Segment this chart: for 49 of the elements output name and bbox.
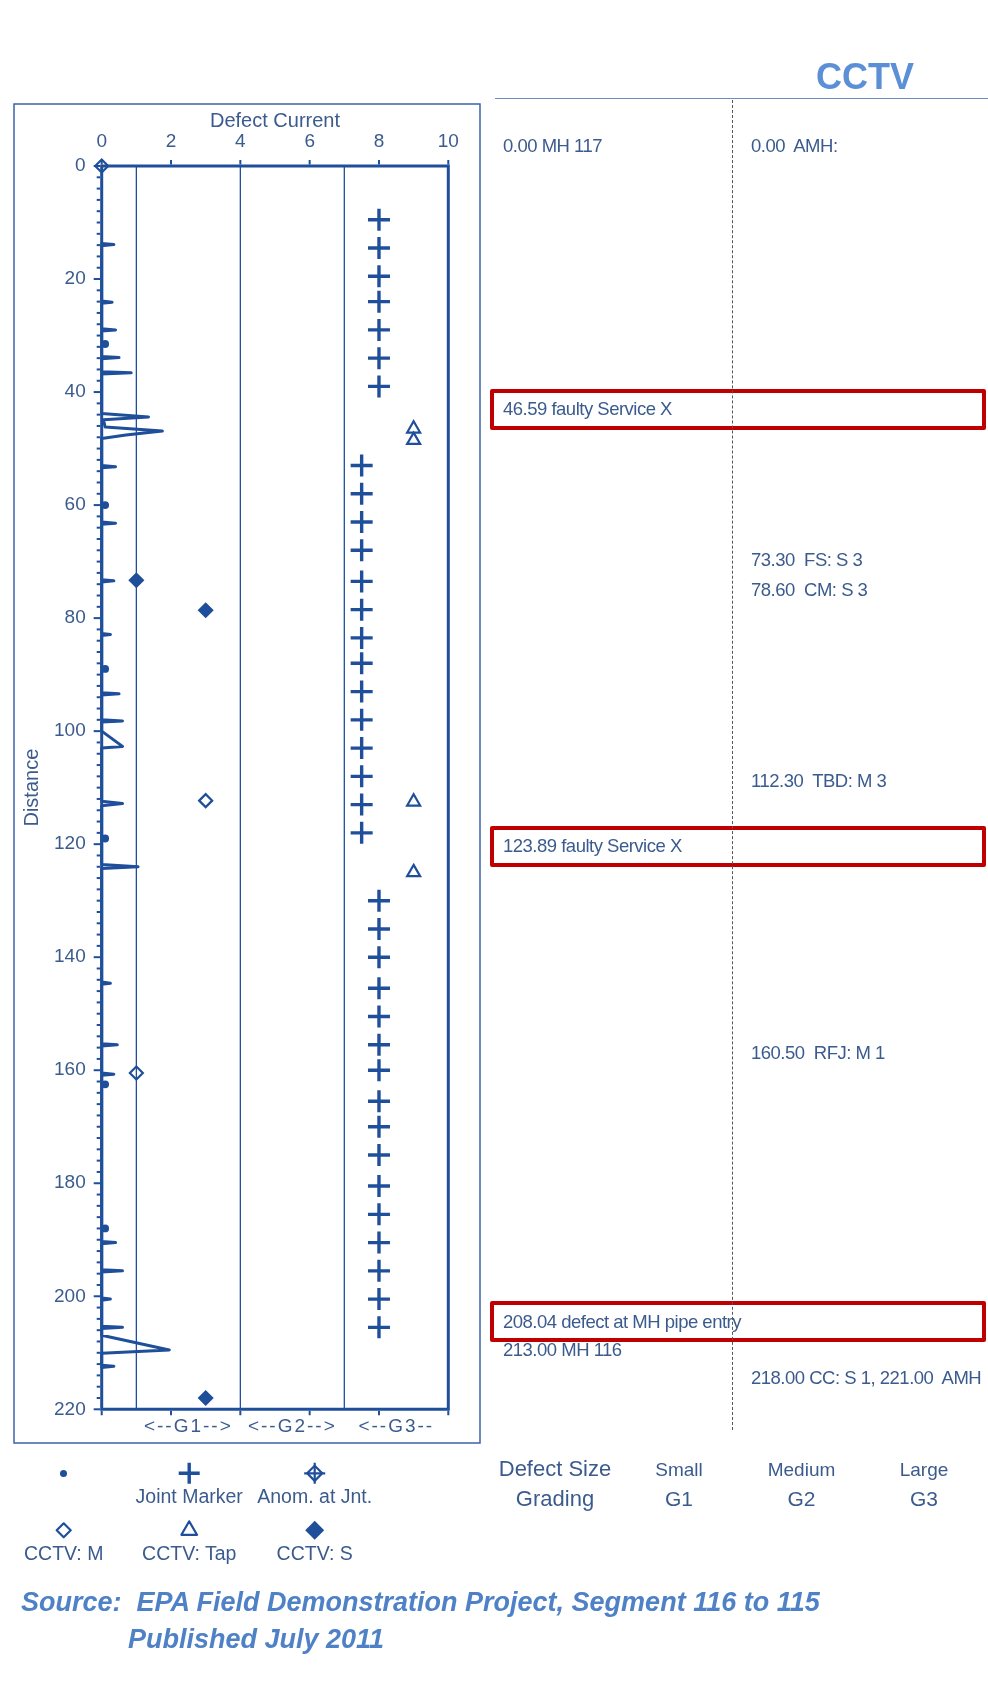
text: Medium [766,1459,837,1481]
text: <--G3-- [358,1414,435,1436]
text: 0.00 AMH: [751,135,838,157]
y-tick-label: 160 [54,1058,86,1080]
x-tick-label: 0 [96,129,107,151]
y-tick-label: 120 [54,832,86,854]
y-tick-label: 20 [64,267,86,289]
y-tick-label: 180 [54,1171,86,1193]
x-tick-label: 4 [235,129,247,151]
legend-label: CCTV: Tap [142,1541,237,1564]
y-tick-label: 60 [64,493,86,515]
source-note: Source: EPA Field Demonstration Project, Segment 116 to 115 [21,1586,820,1618]
text: Large [898,1459,950,1481]
text: 218.00 CC: S 1, 221.00 AMH [751,1366,982,1389]
text: 123.89 faulty Service X [503,835,682,858]
text: 46.59 faulty Service X [503,398,672,421]
text: G2 [786,1486,817,1512]
text: 160.50 RFJ: M 1 [751,1042,885,1065]
y-tick-label: 220 [54,1397,86,1419]
text: G3 [909,1486,939,1512]
x-tick-label: 10 [437,129,459,151]
text: 73.30 FS: S 3 [751,549,863,572]
y-tick-label: 0 [75,154,86,176]
text: 213.00 MH 116 [503,1338,622,1361]
text: Published July 2011 [128,1623,385,1655]
y-tick-label: 200 [54,1284,86,1306]
y-tick-label: 40 [64,380,86,402]
y-axis-title: Distance [19,748,42,827]
legend-label: CCTV: S [276,1541,353,1564]
x-tick-label: 2 [165,129,177,151]
text: 78.60 CM: S 3 [751,579,868,602]
legend-label: CCTV: M [23,1541,104,1564]
text: CCTV [815,55,915,99]
x-tick-label: 8 [373,129,385,151]
legend-label: Anom. at Jnt. [257,1484,373,1507]
text: 0.00 MH 117 [503,135,603,157]
text: Small [654,1459,704,1481]
y-tick-label: 100 [54,719,86,741]
text: <--G1--> [143,1414,233,1436]
text: 112.30 TBD: M 3 [751,769,887,792]
text: G1 [664,1486,694,1512]
y-tick-label: 80 [64,606,86,628]
x-tick-label: 6 [304,129,315,151]
x-axis-title: Defect Current [209,108,341,131]
text: <--G2--> [247,1414,337,1436]
text: Defect Size Grading [497,1455,613,1513]
text: 208.04 defect at MH pipe entry [503,1310,741,1333]
legend-label: Joint Marker [135,1484,244,1507]
y-tick-label: 140 [54,945,86,967]
